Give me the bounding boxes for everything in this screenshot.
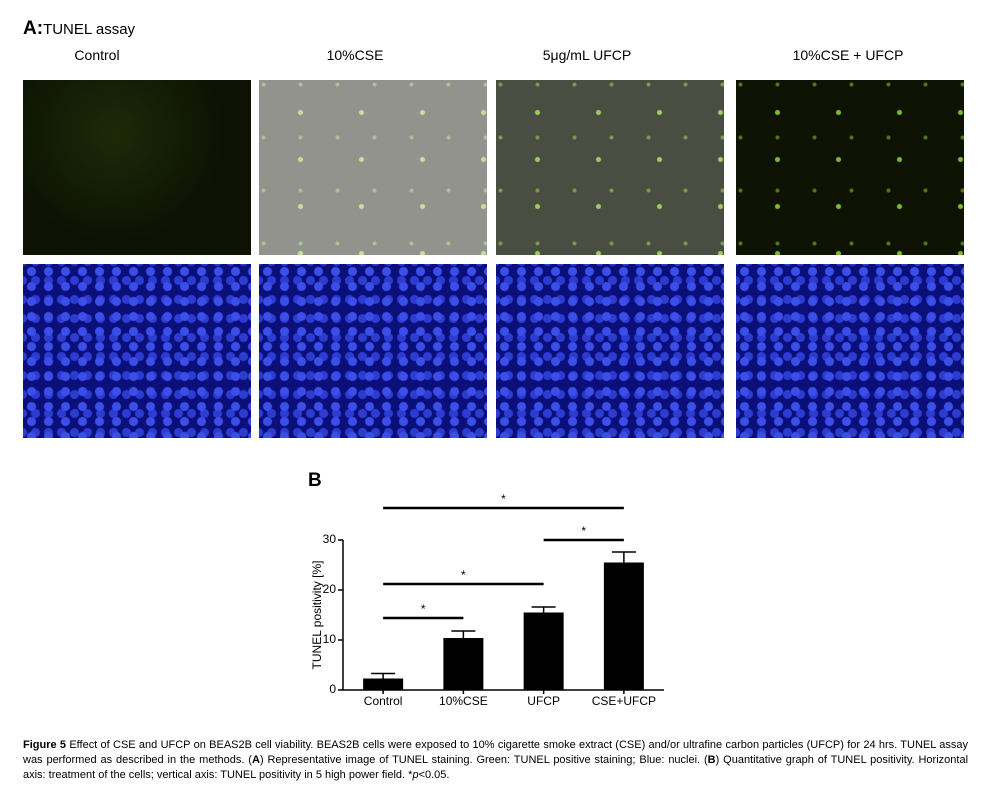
column-label: 5μg/mL UFCP [542, 47, 632, 63]
y-tick-label: 30 [323, 532, 337, 546]
column-label: 10%CSE [326, 47, 384, 63]
significance-label: * [581, 524, 586, 538]
caption-text: p [412, 769, 419, 781]
bar [603, 562, 644, 690]
significance-label: * [421, 602, 426, 616]
panel-a-heading: A:TUNEL assay [23, 18, 135, 40]
nuclei-image [736, 264, 964, 438]
tunel-image [23, 80, 251, 255]
significance-label: * [461, 568, 466, 582]
tunel-image [259, 80, 487, 255]
nuclei-image [23, 264, 251, 438]
caption-text: Effect of CSE and UFCP on BEAS2B cell vi… [23, 739, 968, 766]
nuclei-image [496, 264, 724, 438]
x-tick-label: UFCP [527, 694, 560, 708]
caption-label: Figure 5 [23, 739, 67, 751]
caption-text: <0.05. [418, 769, 450, 781]
panel-title: TUNEL assay [43, 21, 136, 38]
bar [363, 678, 404, 690]
tunel-image [736, 80, 964, 255]
chart: B TUNEL positivity [%] 0 10 20 30 Control 10%… [308, 470, 664, 708]
column-label: Control [74, 47, 120, 63]
x-tick-label: Control [364, 694, 403, 708]
y-tick-label: 20 [323, 582, 337, 596]
column-label: 10%CSE + UFCP [792, 47, 904, 63]
nuclei-image [259, 264, 487, 438]
tunel-image [496, 80, 724, 255]
significance-label: * [501, 492, 506, 506]
y-tick-label: 0 [329, 682, 336, 696]
x-tick-label: 10%CSE [439, 694, 488, 708]
caption-text: ) Quantitative graph of TUNEL positivity… [23, 754, 969, 781]
y-tick-label: 10 [323, 632, 337, 646]
x-tick-label: CSE+UFCP [592, 694, 656, 708]
caption-text: ) Representative image of TUNEL staining… [259, 754, 708, 766]
bar [443, 638, 484, 690]
caption-text: B [707, 754, 716, 766]
bar [523, 612, 564, 690]
caption-text: A [251, 754, 260, 766]
caption: Figure 5 Effect of CSE and UFCP on BEAS2… [23, 738, 968, 783]
panel-label: B [308, 470, 322, 491]
panel-label: A: [23, 18, 44, 39]
y-axis-label: TUNEL positivity [%] [310, 561, 324, 670]
